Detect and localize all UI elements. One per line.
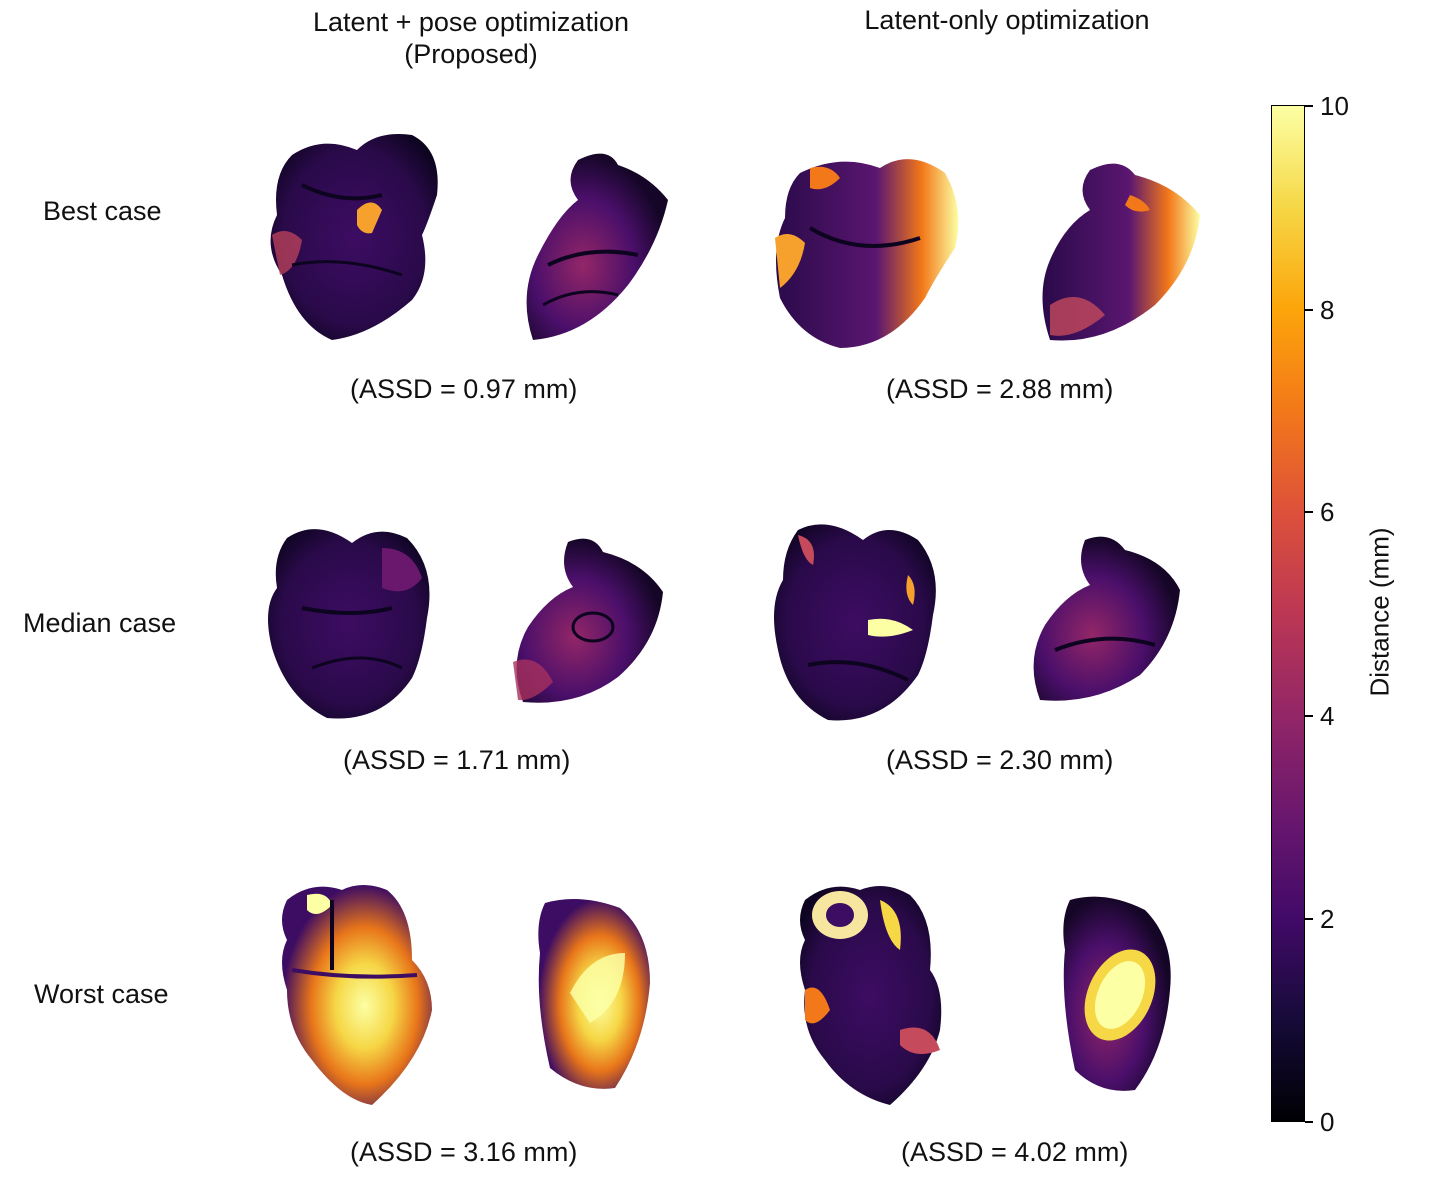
- caption-median-proposed: (ASSD = 1.71 mm): [343, 745, 571, 775]
- heart-best-latent-full: [775, 159, 959, 348]
- colorbar-tick: [1305, 715, 1313, 717]
- colorbar-tick-label-8: 8: [1320, 295, 1335, 325]
- colorbar-gradient: [1271, 105, 1305, 1122]
- column-title-proposed: Latent + pose optimization (Proposed): [276, 6, 666, 71]
- colorbar-tick: [1305, 511, 1313, 513]
- colorbar-tick-label-10: 10: [1320, 91, 1349, 121]
- column-title-latent-only: Latent-only optimization: [864, 5, 1150, 35]
- colorbar-tick-label-2: 2: [1320, 904, 1335, 934]
- caption-worst-proposed: (ASSD = 3.16 mm): [350, 1137, 578, 1167]
- colorbar-tick: [1305, 1121, 1313, 1123]
- heart-median-proposed-lv: [513, 538, 663, 703]
- heart-worst-latent-lv: [1063, 896, 1171, 1091]
- heart-worst-proposed-full: [282, 885, 432, 1105]
- colorbar-tick: [1305, 309, 1313, 311]
- row-label-median: Median case: [23, 608, 177, 638]
- row-label-worst: Worst case: [34, 979, 169, 1009]
- heart-median-proposed-full: [268, 529, 430, 719]
- heart-best-latent-lv: [1042, 163, 1200, 341]
- caption-best-proposed: (ASSD = 0.97 mm): [350, 374, 578, 404]
- column-title-proposed-line1: Latent + pose optimization: [313, 7, 629, 37]
- colorbar-tick-label-6: 6: [1320, 497, 1335, 527]
- colorbar-tick-label-0: 0: [1320, 1107, 1335, 1137]
- row-label-best: Best case: [43, 196, 162, 226]
- heart-best-proposed-full: [270, 134, 438, 340]
- colorbar: [1271, 105, 1305, 1122]
- caption-median-latent-only: (ASSD = 2.30 mm): [886, 745, 1114, 775]
- colorbar-tick: [1305, 918, 1313, 920]
- colorbar-tick: [1305, 105, 1313, 107]
- heart-best-proposed-lv: [526, 153, 668, 340]
- caption-best-latent-only: (ASSD = 2.88 mm): [886, 374, 1114, 404]
- heart-worst-proposed-lv: [538, 899, 650, 1089]
- heart-median-latent-full: [774, 524, 936, 721]
- colorbar-title: Distance (mm): [1364, 527, 1395, 697]
- colorbar-tick-label-4: 4: [1320, 701, 1335, 731]
- heart-median-latent-lv: [1033, 536, 1180, 701]
- column-title-proposed-line2: (Proposed): [404, 39, 538, 70]
- caption-worst-latent-only: (ASSD = 4.02 mm): [901, 1137, 1129, 1167]
- heart-worst-latent-full: [800, 886, 942, 1105]
